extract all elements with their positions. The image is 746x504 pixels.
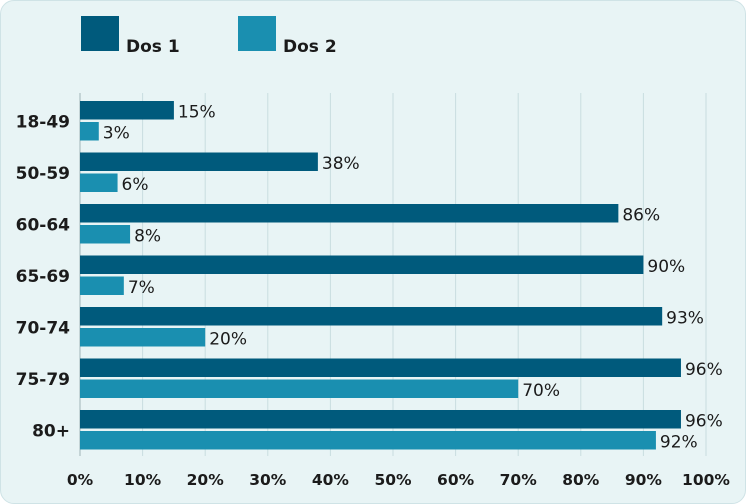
x-tick-label: 40% [312, 471, 350, 489]
x-tick-label: 60% [437, 471, 475, 489]
data-label: 93% [666, 309, 704, 329]
data-label: 15% [178, 103, 216, 123]
bar-dos-2-75-79 [80, 379, 519, 398]
x-tick-label: 70% [500, 471, 538, 489]
data-label: 3% [103, 124, 130, 144]
legend-label-2: Dos 2 [283, 37, 337, 57]
category-label: 75-79 [16, 370, 70, 390]
data-label: 7% [128, 278, 155, 298]
data-label: 96% [685, 412, 723, 432]
x-tick-label: 30% [249, 471, 287, 489]
bar-dos-2-65-69 [80, 276, 124, 295]
legend-swatch-1 [81, 16, 119, 51]
bar-dos-1-80+ [80, 410, 681, 429]
bar-dos-1-60-64 [80, 204, 619, 223]
data-label: 70% [522, 381, 560, 401]
bar-dos-2-60-64 [80, 225, 131, 244]
x-tick-label: 80% [562, 471, 600, 489]
bar-dos-2-70-74 [80, 328, 206, 347]
x-tick-label: 10% [124, 471, 162, 489]
category-label: 60-64 [16, 216, 71, 236]
chart-bars [80, 101, 681, 450]
x-tick-label: 90% [625, 471, 663, 489]
chart-data-labels: 15%3%38%6%86%8%90%7%93%20%96%70%96%92% [103, 103, 723, 453]
data-label: 8% [134, 227, 161, 247]
bar-dos-1-18-49 [80, 101, 174, 120]
bar-dos-1-50-59 [80, 152, 318, 171]
data-label: 38% [322, 154, 360, 174]
data-label: 86% [622, 206, 660, 226]
data-label: 20% [209, 330, 247, 350]
bar-dos-2-50-59 [80, 173, 118, 192]
bar-dos-1-65-69 [80, 255, 644, 274]
bar-dos-2-18-49 [80, 122, 99, 141]
category-label: 70-74 [16, 319, 71, 339]
x-tick-label: 0% [67, 471, 94, 489]
category-label: 80+ [32, 422, 70, 442]
data-label: 90% [647, 257, 685, 277]
data-label: 92% [660, 433, 698, 453]
data-label: 6% [122, 175, 149, 195]
chart-x-axis-ticks: 0% 10% 20% 30% 40% 50% 60% 70% 80% 90% 100% [67, 471, 731, 489]
bar-dos-2-80+ [80, 431, 656, 450]
bar-dos-1-75-79 [80, 358, 681, 377]
category-label: 65-69 [16, 267, 70, 287]
chart-category-labels: 18-49 50-59 60-64 65-69 70-74 75-79 80+ [16, 113, 71, 442]
x-tick-label: 50% [374, 471, 412, 489]
chart-gridlines [79, 93, 707, 456]
x-tick-label: 100% [682, 471, 730, 489]
data-label: 96% [685, 360, 723, 380]
legend-label-1: Dos 1 [126, 37, 180, 57]
legend-swatch-2 [238, 16, 276, 51]
category-label: 50-59 [16, 164, 70, 184]
category-label: 18-49 [16, 113, 70, 133]
x-tick-label: 20% [187, 471, 225, 489]
bar-dos-1-70-74 [80, 307, 663, 326]
chart-legend: Dos 1 Dos 2 [81, 16, 337, 57]
